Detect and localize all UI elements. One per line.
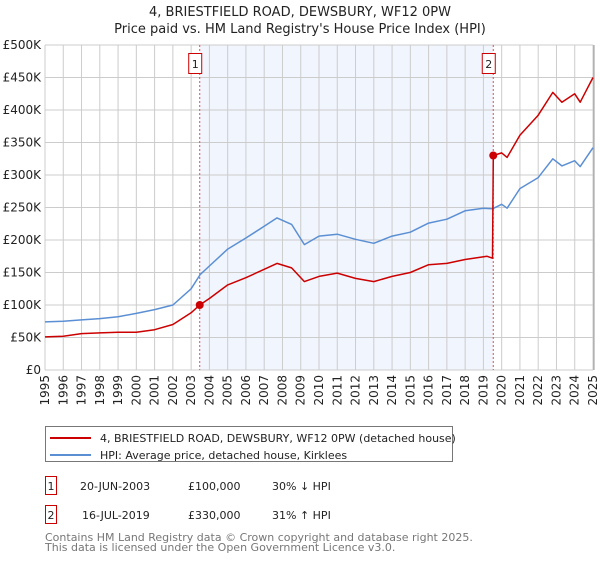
y-tick-label: £400K <box>3 103 43 117</box>
x-tick-label: 2006 <box>239 375 253 406</box>
y-tick-label: £450K <box>3 71 43 85</box>
sale-2-point <box>489 151 498 160</box>
y-tick-label: £0 <box>26 363 41 377</box>
sales-table: 1 20-JUN-2003 £100,000 30% ↓ HPI 2 16-JU… <box>45 476 331 524</box>
y-tick-label: £300K <box>3 168 43 182</box>
x-tick-label: 2013 <box>367 375 381 406</box>
x-tick-label: 2020 <box>495 375 509 406</box>
x-tick-label: 2018 <box>458 375 472 406</box>
sale-2-date: 16-JUL-2019 <box>82 509 150 522</box>
x-tick-label: 1995 <box>38 375 52 406</box>
x-tick-label: 1997 <box>75 375 89 406</box>
x-tick-label: 2010 <box>312 375 326 406</box>
x-tick-label: 2014 <box>385 375 399 406</box>
sale-1-hpi: 30% ↓ HPI <box>272 480 331 493</box>
x-tick-label: 2017 <box>440 375 454 406</box>
x-tick-label: 2025 <box>586 375 600 406</box>
x-tick-label: 2016 <box>422 375 436 406</box>
legend-label-hpi: HPI: Average price, detached house, Kirk… <box>100 449 347 462</box>
sale-1-box <box>188 53 203 74</box>
x-tick-label: 1999 <box>111 375 125 406</box>
sale-1-date: 20-JUN-2003 <box>80 480 150 493</box>
x-tick-label: 2019 <box>476 375 490 406</box>
footer-line-2: This data is licensed under the Open Gov… <box>44 541 395 554</box>
y-tick-label: £50K <box>10 331 42 345</box>
sale-2-box-label: 2 <box>485 58 492 71</box>
y-tick-label: £250K <box>3 201 43 215</box>
x-tick-label: 2012 <box>349 375 363 406</box>
y-tick-label: £350K <box>3 136 43 150</box>
property-price-line <box>44 77 594 338</box>
sale-1-box-label: 1 <box>192 58 199 71</box>
sale-2-hpi: 31% ↑ HPI <box>272 509 331 522</box>
sale-2-price: £330,000 <box>188 509 241 522</box>
y-tick-label: £100K <box>3 298 43 312</box>
x-tick-label: 2001 <box>148 375 162 406</box>
x-tick-label: 2011 <box>330 375 344 406</box>
x-tick-label: 2021 <box>513 375 527 406</box>
x-tick-label: 2000 <box>129 375 143 406</box>
y-tick-label: £500K <box>3 38 43 52</box>
sale-2-box <box>481 53 496 74</box>
chart-subtitle: Price paid vs. HM Land Registry's House … <box>114 22 486 37</box>
x-tick-label: 2007 <box>257 375 271 406</box>
x-tick-label: 1996 <box>56 375 70 406</box>
legend-label-property: 4, BRIESTFIELD ROAD, DEWSBURY, WF12 0PW … <box>100 432 456 445</box>
x-tick-label: 2023 <box>549 375 563 406</box>
x-tick-label: 2004 <box>202 375 216 406</box>
x-tick-label: 1998 <box>93 375 107 406</box>
x-tick-label: 2008 <box>275 375 289 406</box>
x-tick-label: 2005 <box>221 375 235 406</box>
x-tick-label: 2003 <box>184 375 198 406</box>
chart-title: 4, BRIESTFIELD ROAD, DEWSBURY, WF12 0PW <box>149 5 451 20</box>
sale-1-marker: 1 <box>48 480 55 493</box>
sale-1-price: £100,000 <box>188 480 241 493</box>
legend: 4, BRIESTFIELD ROAD, DEWSBURY, WF12 0PW … <box>45 426 456 462</box>
x-tick-label: 2024 <box>568 375 582 406</box>
y-tick-label: £200K <box>3 233 43 247</box>
sale-2-marker: 2 <box>48 509 55 522</box>
hpi-line <box>44 147 594 323</box>
x-tick-label: 2009 <box>294 375 308 406</box>
y-tick-label: £150K <box>3 266 43 280</box>
x-tick-label: 2002 <box>166 375 180 406</box>
x-tick-label: 2015 <box>403 375 417 406</box>
sale-1-point <box>195 301 204 309</box>
footer-line-1: Contains HM Land Registry data © Crown c… <box>45 531 473 544</box>
x-tick-label: 2022 <box>531 375 545 406</box>
